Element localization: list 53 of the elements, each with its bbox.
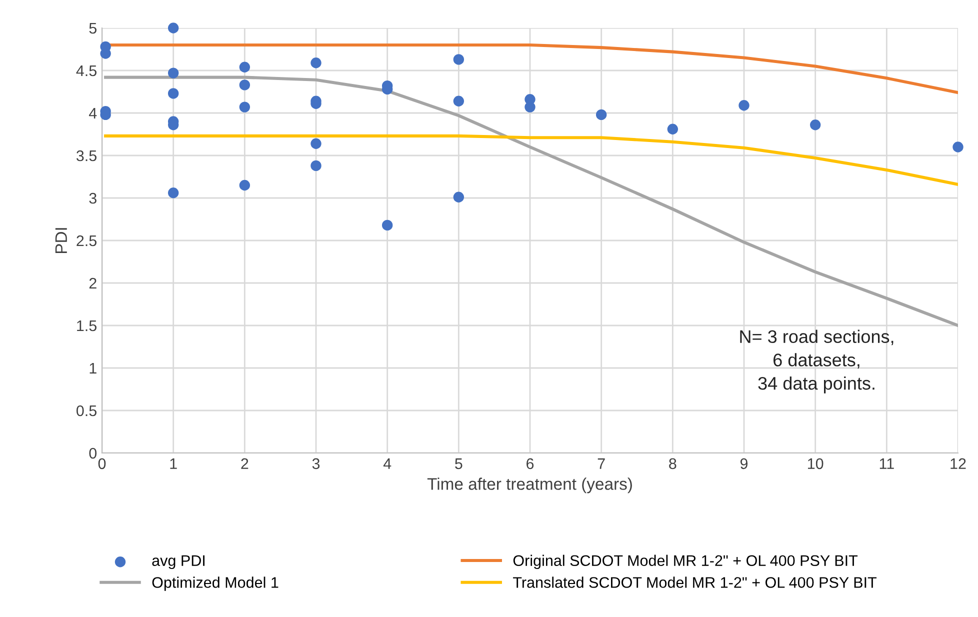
- point: [239, 62, 250, 72]
- legend-label: Original SCDOT Model MR 1-2" + OL 400 PSY BIT: [513, 554, 858, 570]
- x-tick-label: 6: [526, 458, 534, 470]
- y-tick-label: 4.5: [76, 66, 96, 76]
- point: [382, 220, 393, 231]
- point: [239, 102, 250, 112]
- y-axis-title: PDI: [55, 228, 67, 254]
- x-tick-label: 10: [808, 458, 824, 470]
- x-tick-label: 8: [669, 458, 676, 470]
- point: [310, 138, 322, 149]
- point: [310, 57, 322, 68]
- x-tick-label: 11: [880, 458, 894, 469]
- y-tick-label: 0: [89, 448, 97, 459]
- y-tick-label: 4: [88, 108, 97, 119]
- point: [810, 120, 821, 130]
- x-tick-label: 5: [455, 458, 462, 470]
- x-tick-label: 0: [98, 458, 106, 470]
- point: [524, 102, 536, 112]
- x-tick-label: 4: [383, 458, 392, 469]
- y-tick-label: 0.5: [76, 405, 96, 416]
- point: [168, 188, 179, 198]
- legend-label: Translated SCDOT Model MR 1-2" + OL 400 PSY BIT: [513, 576, 877, 588]
- legend-label: Optimized Model 1: [152, 576, 278, 591]
- point: [738, 100, 750, 111]
- y-tick-label: 3.5: [76, 150, 96, 162]
- point: [168, 22, 179, 34]
- x-tick-label: 2: [241, 458, 248, 469]
- y-tick-label: 2.5: [76, 235, 96, 246]
- point: [453, 96, 464, 106]
- point: [239, 180, 250, 191]
- y-tick-label: 2: [89, 278, 96, 289]
- x-tick-label: 12: [950, 458, 966, 469]
- point: [667, 124, 678, 135]
- point: [453, 54, 464, 65]
- point: [168, 88, 179, 99]
- x-tick-label: 7: [598, 458, 605, 469]
- annotation: N= 3 road sections, 6 datasets, 34 data points.: [740, 330, 894, 394]
- point: [453, 192, 464, 203]
- legend-label: avg PDI: [152, 555, 205, 570]
- x-tick-label: 9: [740, 458, 748, 470]
- y-tick-label: 1.5: [77, 320, 96, 332]
- line-series: [104, 134, 958, 186]
- point: [239, 80, 250, 90]
- point: [596, 109, 607, 120]
- x-tick-label: 1: [170, 458, 177, 469]
- point: [310, 160, 322, 172]
- y-tick-label: 3: [89, 192, 96, 204]
- point: [952, 142, 964, 152]
- y-tick-label: 1: [90, 363, 96, 374]
- x-tick-label: 3: [312, 458, 320, 470]
- x-axis-title: Time after treatment (years): [427, 478, 632, 494]
- point: [168, 68, 179, 78]
- y-tick-label: 5: [89, 23, 96, 34]
